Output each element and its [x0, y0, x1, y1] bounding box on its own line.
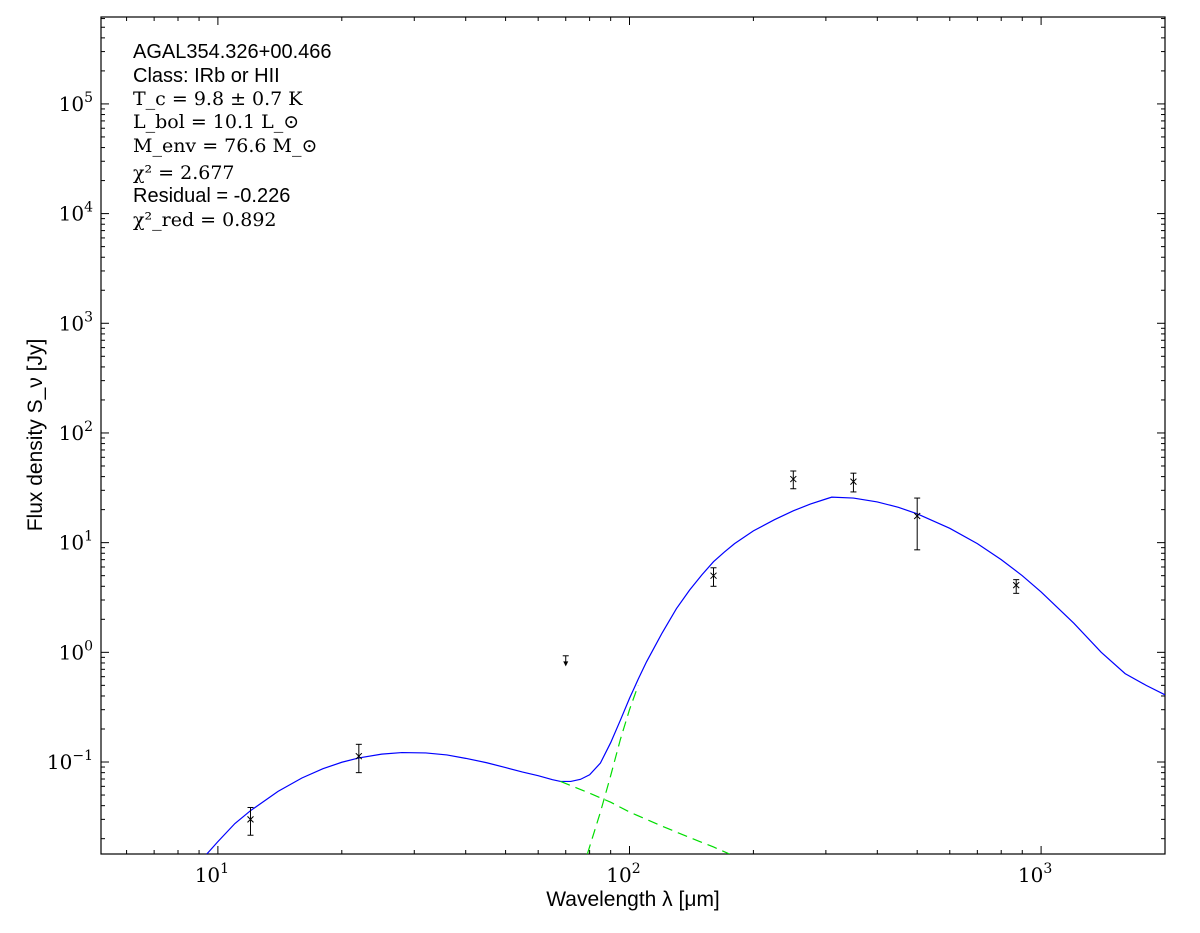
model-curves — [206, 496, 1165, 854]
point-marker — [710, 572, 717, 580]
annotation-source: AGAL354.326+00.466 — [133, 41, 332, 63]
annotation-class: Class: IRb or HII — [133, 65, 280, 87]
y-tick-label: 101 — [59, 529, 93, 555]
data-points — [247, 470, 1020, 836]
series-line-3 — [586, 685, 639, 854]
data-point — [913, 497, 921, 551]
y-tick-exponent: 2 — [84, 419, 93, 435]
upper-limit — [562, 655, 569, 667]
x-tick-label: 102 — [606, 861, 640, 887]
x-axis-label: Wavelength λ [μm] — [546, 888, 720, 911]
x-tick-exponent: 1 — [220, 861, 229, 877]
y-tick-label: 100 — [59, 638, 93, 664]
data-point — [789, 470, 797, 490]
y-tick-exponent: 3 — [84, 309, 93, 325]
point-marker — [355, 752, 363, 760]
y-tick-label: 102 — [59, 419, 93, 445]
data-point — [850, 472, 857, 493]
annotation-luminosity: L_bol = 10.1 L_⊙ — [133, 111, 299, 133]
plot-frame — [100, 16, 1166, 855]
point-marker — [789, 475, 797, 483]
point-marker — [1012, 581, 1020, 589]
y-tick-label: 104 — [59, 200, 93, 226]
y-tick-exponent: 1 — [84, 529, 93, 545]
annotation-residual: Residual = -0.226 — [133, 185, 290, 207]
data-point — [710, 567, 717, 587]
data-point — [247, 806, 254, 836]
y-tick-exponent: 5 — [84, 90, 93, 106]
y-tick-exponent: 4 — [84, 200, 93, 216]
data-point — [355, 743, 363, 774]
annotation-envelope-mass: M_env = 76.6 M_⊙ — [133, 135, 317, 157]
y-tick-exponent: −1 — [72, 748, 93, 764]
fit-annotations: AGAL354.326+00.466 Class: IRb or HII T_c… — [133, 41, 332, 231]
annotation-chi2-reduced: χ²_red = 0.892 — [133, 209, 277, 231]
series-line-1 — [206, 496, 1165, 854]
x-tick-label: 103 — [1018, 861, 1052, 887]
point-marker — [247, 816, 254, 823]
y-tick-exponent: 0 — [84, 638, 93, 654]
series-line-2 — [560, 780, 730, 854]
y-axis-label: Flux density S_ν [Jy] — [24, 339, 47, 532]
y-tick-label: 105 — [59, 90, 93, 116]
y-tick-label: 103 — [59, 309, 93, 335]
point-marker — [913, 512, 921, 520]
y-tick-label: 10−1 — [47, 748, 93, 774]
data-point — [1012, 579, 1020, 594]
point-marker — [850, 478, 857, 485]
upper-limit-arrow — [563, 661, 569, 667]
x-tick-label: 101 — [195, 861, 229, 887]
x-tick-exponent: 2 — [632, 861, 641, 877]
x-tick-exponent: 3 — [1043, 861, 1052, 877]
annotation-chi2: χ² = 2.677 — [133, 162, 235, 184]
annotation-temperature: T_c = 9.8 ± 0.7 K — [133, 88, 303, 110]
